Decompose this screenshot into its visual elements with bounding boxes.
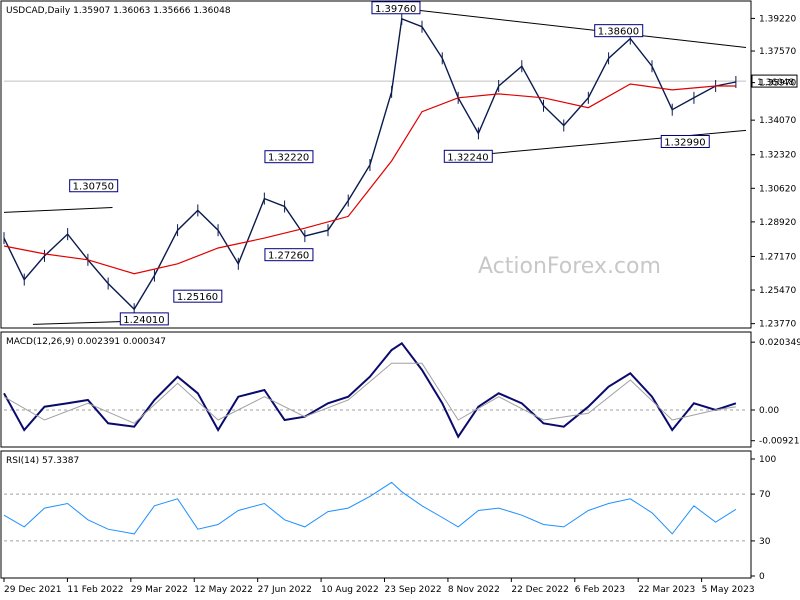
price-ytick-label: 1.39220 (759, 14, 796, 24)
price-callout-box (371, 1, 421, 15)
price-panel-frame (0, 0, 752, 329)
xtick-label: 10 Aug 2022 (321, 585, 379, 595)
xtick-label: 5 May 2023 (702, 585, 755, 595)
price-callout-box (173, 289, 223, 303)
xtick-label: 27 Jun 2022 (258, 585, 312, 595)
moving-average-line (3, 83, 736, 275)
price-ytick-label: 1.37570 (759, 47, 796, 57)
macd-ytick-label: 0.00 (759, 406, 779, 416)
rsi-ytick-label: 70 (759, 490, 771, 500)
price-callout-box (660, 134, 710, 148)
rsi-line (3, 481, 737, 535)
xtick-label: 6 Feb 2023 (575, 585, 625, 595)
price-header: USDCAD,Daily 1.35907 1.36063 1.35666 1.3… (6, 6, 231, 16)
price-callout-label: 1.38600 (598, 27, 639, 38)
xtick-label: 12 May 2022 (194, 585, 253, 595)
price-callout-label: 1.24010 (123, 315, 164, 326)
price-ytick-label: 1.30620 (759, 184, 796, 194)
rsi-ytick-label: 0 (759, 572, 765, 582)
watermark: ActionForex.com (478, 254, 661, 279)
price-callout-box (264, 150, 314, 164)
price-callout-label: 1.25160 (177, 292, 218, 303)
trendline (461, 129, 747, 157)
price-callout-box (119, 312, 169, 326)
price-callout-box (264, 248, 314, 262)
price-callout-label: 1.39760 (375, 4, 416, 15)
macd-signal-line (3, 362, 736, 424)
xtick-label: 29 Dec 2021 (4, 585, 62, 595)
price-callout-label: 1.30750 (73, 182, 114, 193)
price-callout-box (443, 149, 493, 163)
rsi-ytick-label: 100 (759, 455, 776, 465)
macd-header: MACD(12,26,9) 0.002391 0.000347 (6, 337, 166, 347)
xtick-label: 22 Dec 2022 (511, 585, 569, 595)
current-price-box (751, 74, 798, 88)
price-ytick-label: 1.34070 (759, 116, 796, 126)
macd-panel-frame (0, 331, 752, 448)
xtick-label: 23 Sep 2022 (385, 585, 442, 595)
rsi-panel-frame (0, 450, 752, 579)
price-ytick-label: 1.28920 (759, 218, 796, 228)
macd-ytick-label: 0.020349 (759, 338, 800, 348)
price-callout-box (69, 179, 119, 193)
price-ytick-label: 1.23770 (759, 320, 796, 330)
macd-ytick-label: -0.009215 (759, 437, 800, 447)
xtick-label: 22 Mar 2023 (638, 585, 695, 595)
price-line (3, 17, 737, 311)
price-callout-label: 1.32220 (268, 153, 309, 164)
current-price-label: 1.36048 (757, 78, 794, 88)
price-ytick-label: 1.27170 (759, 252, 796, 262)
rsi-ytick-label: 30 (759, 537, 771, 547)
macd-line (3, 341, 737, 439)
price-ytick-label: 1.25470 (759, 286, 796, 296)
trendline (395, 7, 747, 48)
price-callout-label: 1.27260 (268, 251, 309, 262)
price-callout-box (594, 24, 644, 38)
trendline (3, 206, 113, 213)
xtick-label: 11 Feb 2022 (67, 585, 123, 595)
price-callout-label: 1.32990 (664, 137, 705, 148)
price-ytick-label: 1.32320 (759, 151, 796, 161)
price-ytick-label: 1.35970 (759, 79, 796, 89)
rsi-header: RSI(14) 57.3387 (6, 456, 79, 466)
xtick-label: 8 Nov 2022 (448, 585, 500, 595)
xtick-label: 29 Mar 2022 (131, 585, 188, 595)
price-callout-label: 1.32240 (447, 152, 488, 163)
